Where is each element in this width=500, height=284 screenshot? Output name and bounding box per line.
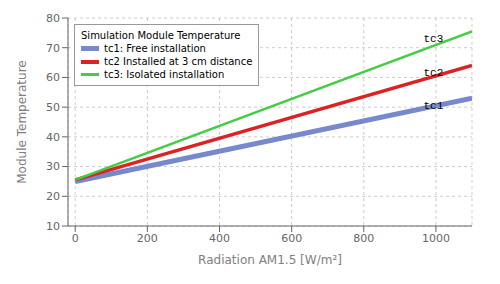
svg-text:60: 60 <box>46 71 60 84</box>
svg-text:30: 30 <box>46 160 60 173</box>
svg-text:50: 50 <box>46 101 60 114</box>
html-text:tc1: Free installation: tc1: Free installation <box>104 43 206 54</box>
html-text:tc3: Isolated installation: tc3: Isolated installation <box>104 69 225 80</box>
svg-text:tc2: tc2 <box>424 67 444 79</box>
svg-text:Module Temperature: Module Temperature <box>15 60 29 183</box>
svg-text:600: 600 <box>281 232 302 245</box>
svg-text:0: 0 <box>72 232 79 245</box>
svg-text:tc1: tc1 <box>424 100 444 112</box>
svg-text:200: 200 <box>137 232 158 245</box>
svg-text:400: 400 <box>209 232 230 245</box>
svg-text:70: 70 <box>46 42 60 55</box>
html-text:tc2 Installed at 3 cm distance: tc2 Installed at 3 cm distance <box>104 56 253 67</box>
svg-text:Radiation AM1.5 [W/m²]: Radiation AM1.5 [W/m²] <box>198 253 342 267</box>
html-text:Simulation Module Temperature: Simulation Module Temperature <box>81 30 241 41</box>
svg-text:20: 20 <box>46 190 60 203</box>
svg-text:tc3: tc3 <box>424 33 444 45</box>
svg-text:800: 800 <box>353 232 374 245</box>
svg-text:1000: 1000 <box>422 232 450 245</box>
svg-text:80: 80 <box>46 12 60 25</box>
svg-text:10: 10 <box>46 220 60 233</box>
svg-text:40: 40 <box>46 131 60 144</box>
